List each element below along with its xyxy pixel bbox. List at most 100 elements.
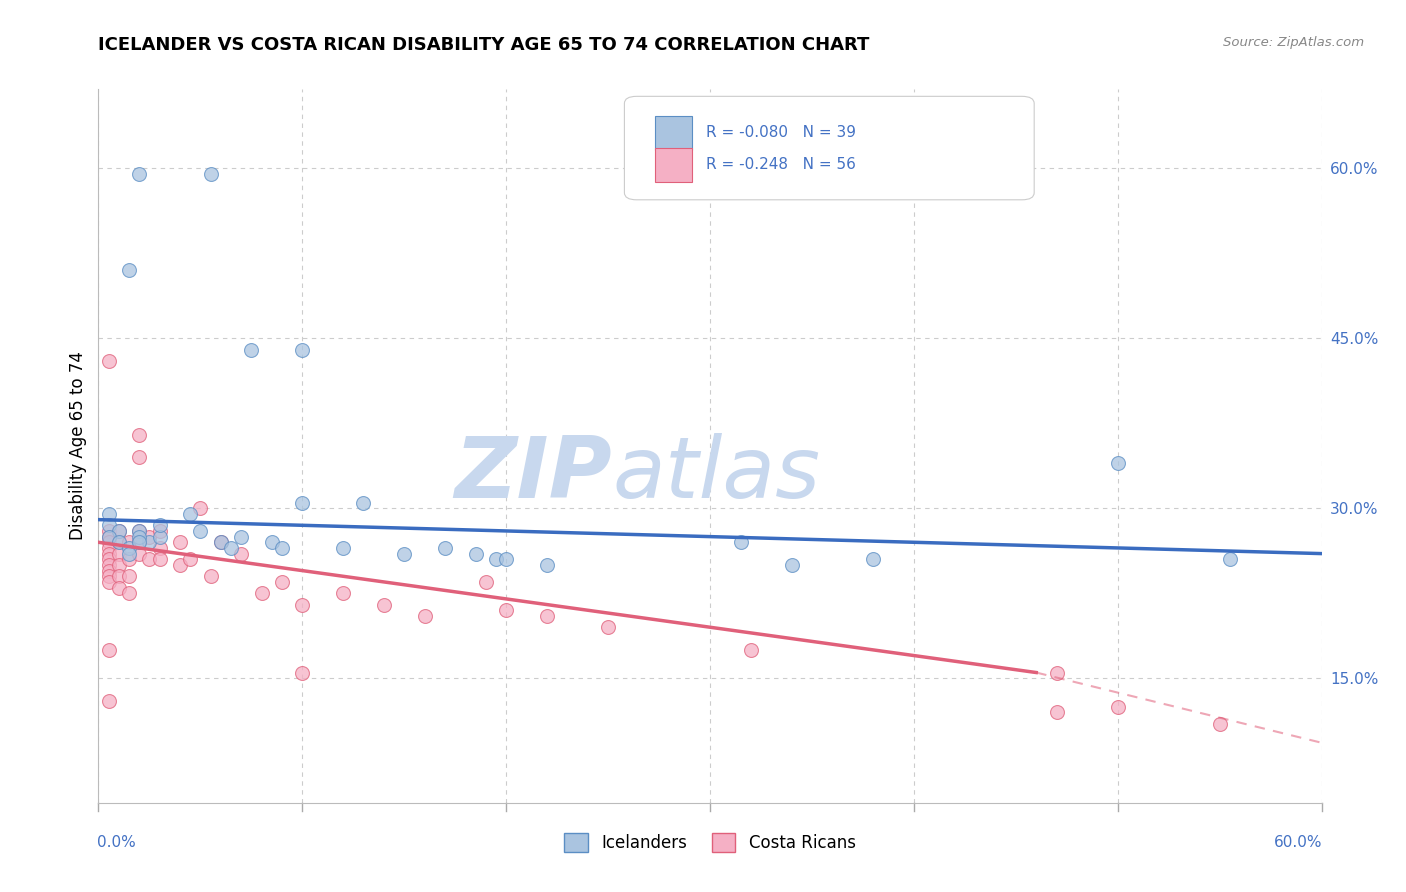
Point xyxy=(149,541,172,555)
Point xyxy=(108,547,131,561)
Point xyxy=(118,586,141,600)
Point xyxy=(188,501,212,516)
Point xyxy=(128,524,150,538)
Point xyxy=(97,558,120,572)
Point xyxy=(332,541,354,555)
Point xyxy=(598,620,620,634)
Point xyxy=(97,524,120,538)
Point xyxy=(1209,716,1232,731)
Point xyxy=(780,558,803,572)
Point xyxy=(474,574,498,589)
Point xyxy=(291,343,314,357)
Text: 60.0%: 60.0% xyxy=(1274,835,1323,850)
Point xyxy=(260,535,283,549)
Point xyxy=(240,343,263,357)
Point xyxy=(392,547,416,561)
Y-axis label: Disability Age 65 to 74: Disability Age 65 to 74 xyxy=(69,351,87,541)
Point xyxy=(97,541,120,555)
Point xyxy=(730,535,752,549)
Point xyxy=(97,530,120,544)
Point xyxy=(1107,456,1129,470)
Point xyxy=(149,530,172,544)
Point xyxy=(291,598,314,612)
Point xyxy=(97,694,120,708)
Point xyxy=(1045,665,1069,680)
Point xyxy=(128,547,150,561)
Point xyxy=(108,581,131,595)
Point xyxy=(138,530,160,544)
Point xyxy=(270,541,294,555)
Point xyxy=(128,167,150,181)
Point xyxy=(118,552,141,566)
Point xyxy=(118,535,141,549)
Point xyxy=(862,552,884,566)
Text: ICELANDER VS COSTA RICAN DISABILITY AGE 65 TO 74 CORRELATION CHART: ICELANDER VS COSTA RICAN DISABILITY AGE … xyxy=(98,36,870,54)
Point xyxy=(97,574,120,589)
Point xyxy=(1045,705,1069,719)
Point xyxy=(291,495,314,509)
Point xyxy=(97,530,120,544)
Point xyxy=(108,535,131,549)
Point xyxy=(118,569,141,583)
Point xyxy=(231,530,253,544)
Point xyxy=(108,569,131,583)
Point xyxy=(495,552,517,566)
Point xyxy=(413,608,436,623)
Point xyxy=(169,558,191,572)
Point xyxy=(149,552,172,566)
Point xyxy=(270,574,294,589)
Point xyxy=(209,535,232,549)
Point xyxy=(219,541,242,555)
Point xyxy=(250,586,273,600)
Point xyxy=(536,608,558,623)
Text: R = -0.248   N = 56: R = -0.248 N = 56 xyxy=(706,157,856,172)
Point xyxy=(97,518,120,533)
Point xyxy=(179,552,201,566)
Point xyxy=(434,541,457,555)
Point xyxy=(97,354,120,368)
Point xyxy=(209,535,232,549)
FancyBboxPatch shape xyxy=(624,96,1035,200)
Point xyxy=(291,665,314,680)
Point xyxy=(128,450,150,465)
Point xyxy=(128,530,150,544)
Point xyxy=(536,558,558,572)
Point xyxy=(97,507,120,521)
Point xyxy=(108,558,131,572)
Point xyxy=(138,535,160,549)
Point xyxy=(128,535,150,549)
Text: Source: ZipAtlas.com: Source: ZipAtlas.com xyxy=(1223,36,1364,49)
Point xyxy=(108,524,131,538)
Point xyxy=(128,535,150,549)
Text: R = -0.080   N = 39: R = -0.080 N = 39 xyxy=(706,125,856,140)
Point xyxy=(128,524,150,538)
Point xyxy=(200,569,222,583)
Point xyxy=(169,535,191,549)
Point xyxy=(128,427,150,442)
Point xyxy=(118,541,141,555)
Point xyxy=(97,547,120,561)
Point xyxy=(352,495,374,509)
Point xyxy=(97,643,120,657)
Text: atlas: atlas xyxy=(612,433,820,516)
Point xyxy=(108,524,131,538)
Point xyxy=(200,167,222,181)
Point xyxy=(740,643,762,657)
Point xyxy=(97,569,120,583)
Text: ZIP: ZIP xyxy=(454,433,612,516)
Point xyxy=(118,547,141,561)
Point xyxy=(97,535,120,549)
Point xyxy=(149,518,172,533)
Point xyxy=(1107,699,1129,714)
Point xyxy=(231,547,253,561)
Point xyxy=(97,564,120,578)
Point xyxy=(495,603,517,617)
FancyBboxPatch shape xyxy=(655,116,692,150)
Legend: Icelanders, Costa Ricans: Icelanders, Costa Ricans xyxy=(558,826,862,859)
Point xyxy=(138,552,160,566)
Point xyxy=(332,586,354,600)
Point xyxy=(188,524,212,538)
Point xyxy=(373,598,395,612)
Point xyxy=(179,507,201,521)
Point xyxy=(97,552,120,566)
